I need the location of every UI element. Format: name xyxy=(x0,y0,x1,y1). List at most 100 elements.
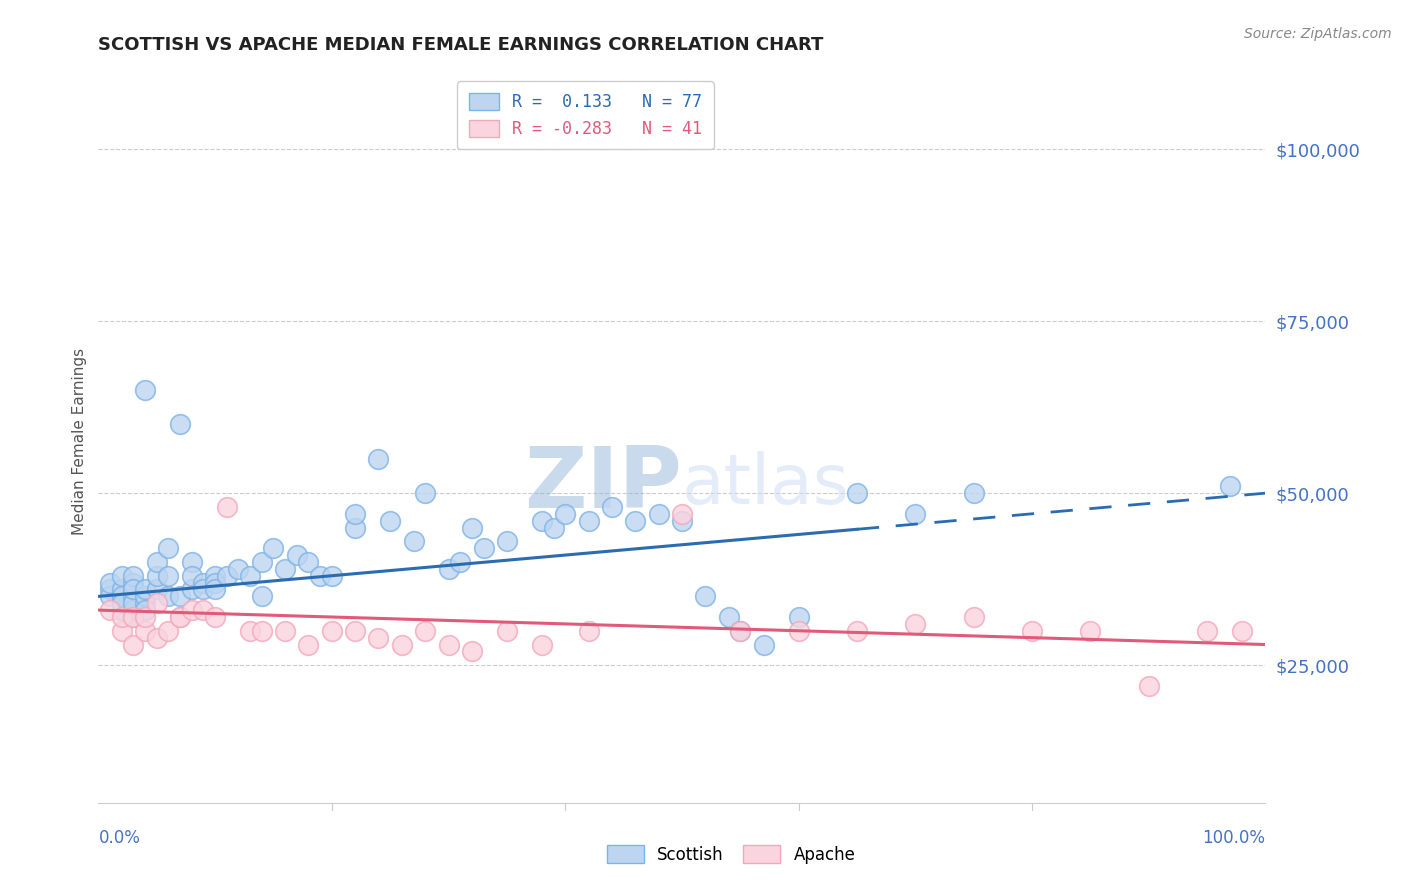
Point xyxy=(111,568,134,582)
Point xyxy=(215,500,238,514)
Point xyxy=(193,575,215,590)
Point xyxy=(122,582,145,597)
Point xyxy=(321,568,343,582)
Point xyxy=(134,603,156,617)
Point xyxy=(169,610,191,624)
Point xyxy=(169,417,191,432)
Point xyxy=(530,514,553,528)
Point xyxy=(297,638,319,652)
Point xyxy=(122,575,145,590)
Point xyxy=(204,582,226,597)
Point xyxy=(111,596,134,610)
Point xyxy=(250,590,273,604)
Point xyxy=(391,638,413,652)
Point xyxy=(1230,624,1253,638)
Point xyxy=(98,582,121,597)
Point xyxy=(496,534,519,549)
Point xyxy=(554,507,576,521)
Y-axis label: Median Female Earnings: Median Female Earnings xyxy=(72,348,87,535)
Point xyxy=(122,596,145,610)
Legend: R =  0.133   N = 77, R = -0.283   N = 41: R = 0.133 N = 77, R = -0.283 N = 41 xyxy=(457,81,713,149)
Point xyxy=(134,590,156,604)
Text: atlas: atlas xyxy=(682,451,849,518)
Point xyxy=(1195,624,1218,638)
Point xyxy=(530,638,553,652)
Point xyxy=(111,610,134,624)
Point xyxy=(122,638,145,652)
Point xyxy=(180,555,202,569)
Point xyxy=(180,603,202,617)
Point xyxy=(413,486,436,500)
Point xyxy=(904,616,927,631)
Point xyxy=(215,568,238,582)
Point xyxy=(274,562,297,576)
Point xyxy=(624,514,647,528)
Point xyxy=(157,624,180,638)
Point xyxy=(344,624,367,638)
Point xyxy=(578,624,600,638)
Point xyxy=(846,486,869,500)
Point xyxy=(730,624,752,638)
Point xyxy=(671,514,693,528)
Point xyxy=(461,520,484,534)
Point xyxy=(111,590,134,604)
Point xyxy=(752,638,775,652)
Point xyxy=(285,548,308,562)
Point xyxy=(250,555,273,569)
Point xyxy=(262,541,284,556)
Point xyxy=(962,486,984,500)
Point xyxy=(730,624,752,638)
Point xyxy=(146,568,169,582)
Point xyxy=(437,638,460,652)
Point xyxy=(180,582,202,597)
Point xyxy=(239,568,262,582)
Point xyxy=(134,596,156,610)
Point xyxy=(496,624,519,638)
Text: 100.0%: 100.0% xyxy=(1202,829,1265,847)
Text: Source: ZipAtlas.com: Source: ZipAtlas.com xyxy=(1244,27,1392,41)
Point xyxy=(122,603,145,617)
Point xyxy=(846,624,869,638)
Point xyxy=(309,568,332,582)
Point xyxy=(600,500,623,514)
Point xyxy=(204,610,226,624)
Point xyxy=(134,383,156,397)
Point xyxy=(134,624,156,638)
Point xyxy=(146,596,169,610)
Point xyxy=(367,631,389,645)
Point xyxy=(193,582,215,597)
Point xyxy=(239,624,262,638)
Point xyxy=(647,507,669,521)
Point xyxy=(321,624,343,638)
Point xyxy=(402,534,425,549)
Point xyxy=(122,610,145,624)
Point xyxy=(250,624,273,638)
Point xyxy=(367,451,389,466)
Point xyxy=(157,590,180,604)
Point xyxy=(344,507,367,521)
Point xyxy=(1080,624,1102,638)
Point xyxy=(717,610,740,624)
Legend: Scottish, Apache: Scottish, Apache xyxy=(600,838,862,871)
Point xyxy=(122,582,145,597)
Point xyxy=(146,582,169,597)
Point xyxy=(157,541,180,556)
Point xyxy=(111,624,134,638)
Text: ZIP: ZIP xyxy=(524,443,682,526)
Point xyxy=(380,514,402,528)
Point xyxy=(204,568,226,582)
Point xyxy=(578,514,600,528)
Point xyxy=(98,575,121,590)
Point xyxy=(671,507,693,521)
Point xyxy=(274,624,297,638)
Point xyxy=(413,624,436,638)
Point xyxy=(472,541,495,556)
Point xyxy=(1219,479,1241,493)
Text: SCOTTISH VS APACHE MEDIAN FEMALE EARNINGS CORRELATION CHART: SCOTTISH VS APACHE MEDIAN FEMALE EARNING… xyxy=(98,36,824,54)
Point xyxy=(134,610,156,624)
Point xyxy=(193,603,215,617)
Point xyxy=(695,590,717,604)
Point xyxy=(180,568,202,582)
Point xyxy=(98,590,121,604)
Point xyxy=(344,520,367,534)
